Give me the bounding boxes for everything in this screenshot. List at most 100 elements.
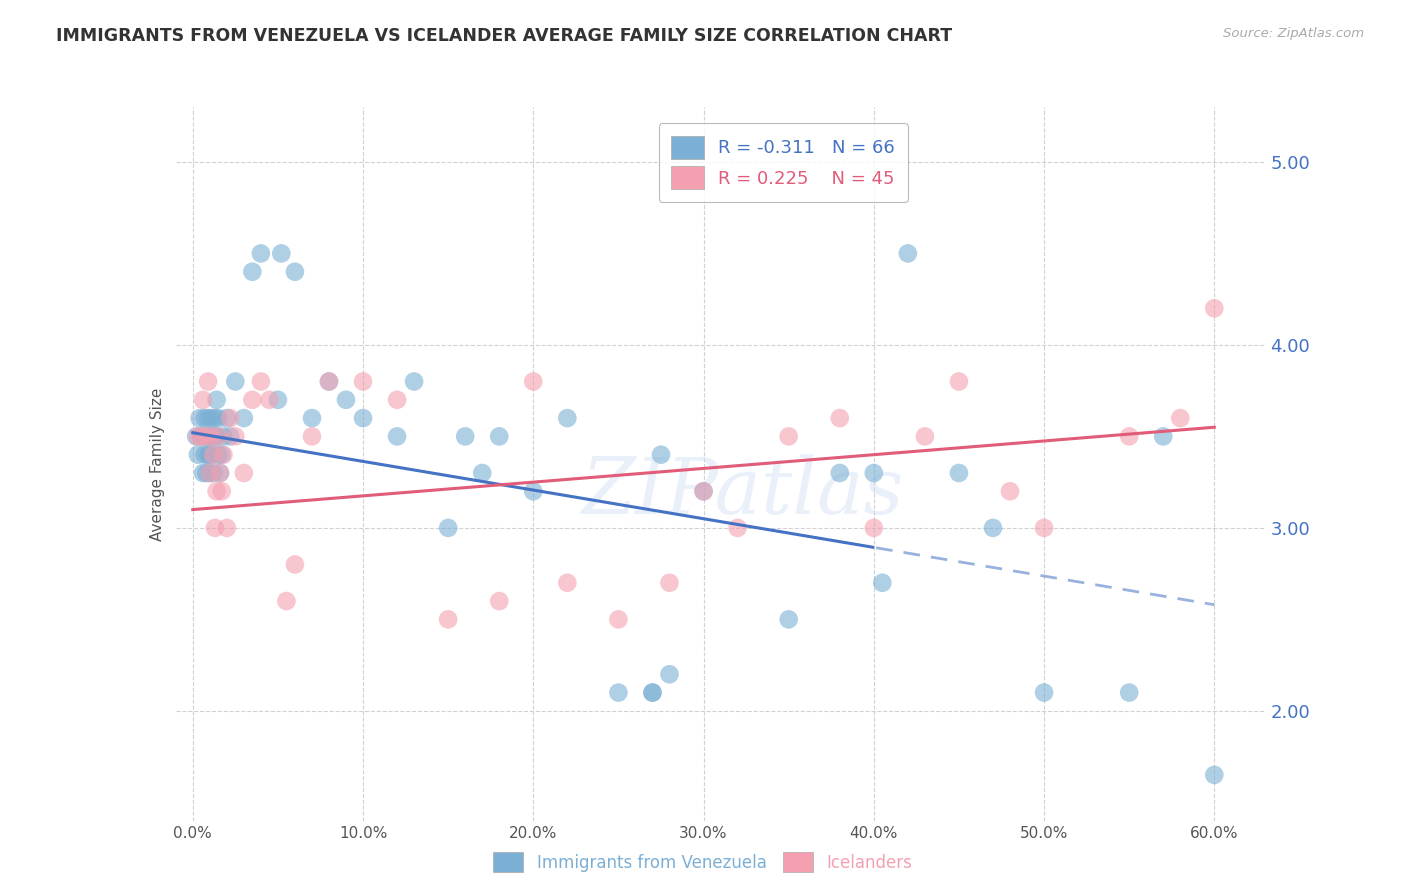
Text: IMMIGRANTS FROM VENEZUELA VS ICELANDER AVERAGE FAMILY SIZE CORRELATION CHART: IMMIGRANTS FROM VENEZUELA VS ICELANDER A… — [56, 27, 952, 45]
Point — [897, 246, 920, 260]
Point — [197, 448, 219, 462]
Point — [194, 411, 217, 425]
Point — [224, 375, 246, 389]
Point — [259, 392, 281, 407]
Point — [437, 521, 460, 535]
Point — [219, 429, 242, 443]
Point — [284, 265, 307, 279]
Point — [1204, 301, 1226, 316]
Point — [948, 466, 970, 480]
Legend: Immigrants from Venezuela, Icelanders: Immigrants from Venezuela, Icelanders — [486, 846, 920, 879]
Point — [198, 466, 221, 480]
Point — [205, 392, 228, 407]
Point — [692, 484, 714, 499]
Point — [1168, 411, 1191, 425]
Point — [211, 448, 233, 462]
Point — [607, 612, 630, 626]
Point — [240, 392, 263, 407]
Point — [557, 411, 579, 425]
Point — [224, 429, 246, 443]
Point — [1033, 521, 1056, 535]
Point — [207, 429, 229, 443]
Point — [1204, 768, 1226, 782]
Point — [862, 466, 884, 480]
Point — [240, 265, 263, 279]
Point — [197, 375, 219, 389]
Point — [522, 375, 544, 389]
Point — [437, 612, 460, 626]
Point — [202, 448, 225, 462]
Point — [250, 375, 273, 389]
Point — [404, 375, 426, 389]
Point — [658, 575, 681, 590]
Point — [267, 392, 290, 407]
Point — [981, 521, 1004, 535]
Point — [778, 612, 800, 626]
Point — [352, 411, 374, 425]
Point — [872, 575, 894, 590]
Point — [641, 685, 664, 699]
Point — [219, 411, 242, 425]
Point — [692, 484, 714, 499]
Point — [318, 375, 340, 389]
Point — [212, 429, 235, 443]
Point — [204, 521, 226, 535]
Point — [385, 429, 408, 443]
Point — [488, 429, 510, 443]
Point — [191, 429, 214, 443]
Point — [658, 667, 681, 681]
Point — [215, 411, 238, 425]
Point — [205, 484, 228, 499]
Point — [202, 466, 225, 480]
Point — [488, 594, 510, 608]
Point — [195, 429, 218, 443]
Point — [522, 484, 544, 499]
Point — [200, 429, 222, 443]
Point — [778, 429, 800, 443]
Point — [828, 411, 851, 425]
Point — [190, 429, 212, 443]
Point — [195, 466, 218, 480]
Point — [270, 246, 292, 260]
Point — [948, 375, 970, 389]
Point — [195, 429, 218, 443]
Point — [650, 448, 672, 462]
Point — [335, 392, 357, 407]
Point — [607, 685, 630, 699]
Point — [301, 411, 323, 425]
Point — [186, 429, 208, 443]
Point — [727, 521, 749, 535]
Point — [194, 448, 217, 462]
Point — [914, 429, 936, 443]
Point — [232, 466, 254, 480]
Point — [198, 429, 221, 443]
Point — [198, 466, 221, 480]
Point — [187, 448, 209, 462]
Point — [197, 411, 219, 425]
Point — [828, 466, 851, 480]
Point — [641, 685, 664, 699]
Point — [250, 246, 273, 260]
Point — [200, 411, 222, 425]
Point — [385, 392, 408, 407]
Text: ZIPatlas: ZIPatlas — [581, 454, 904, 531]
Point — [204, 411, 226, 425]
Point — [352, 375, 374, 389]
Point — [557, 575, 579, 590]
Point — [191, 392, 214, 407]
Text: Source: ZipAtlas.com: Source: ZipAtlas.com — [1223, 27, 1364, 40]
Point — [998, 484, 1021, 499]
Point — [284, 558, 307, 572]
Point — [212, 448, 235, 462]
Point — [301, 429, 323, 443]
Point — [200, 429, 222, 443]
Point — [1118, 685, 1140, 699]
Point — [1118, 429, 1140, 443]
Point — [198, 448, 221, 462]
Point — [1152, 429, 1174, 443]
Point — [318, 375, 340, 389]
Point — [187, 429, 209, 443]
Point — [862, 521, 884, 535]
Point — [454, 429, 477, 443]
Point — [211, 484, 233, 499]
